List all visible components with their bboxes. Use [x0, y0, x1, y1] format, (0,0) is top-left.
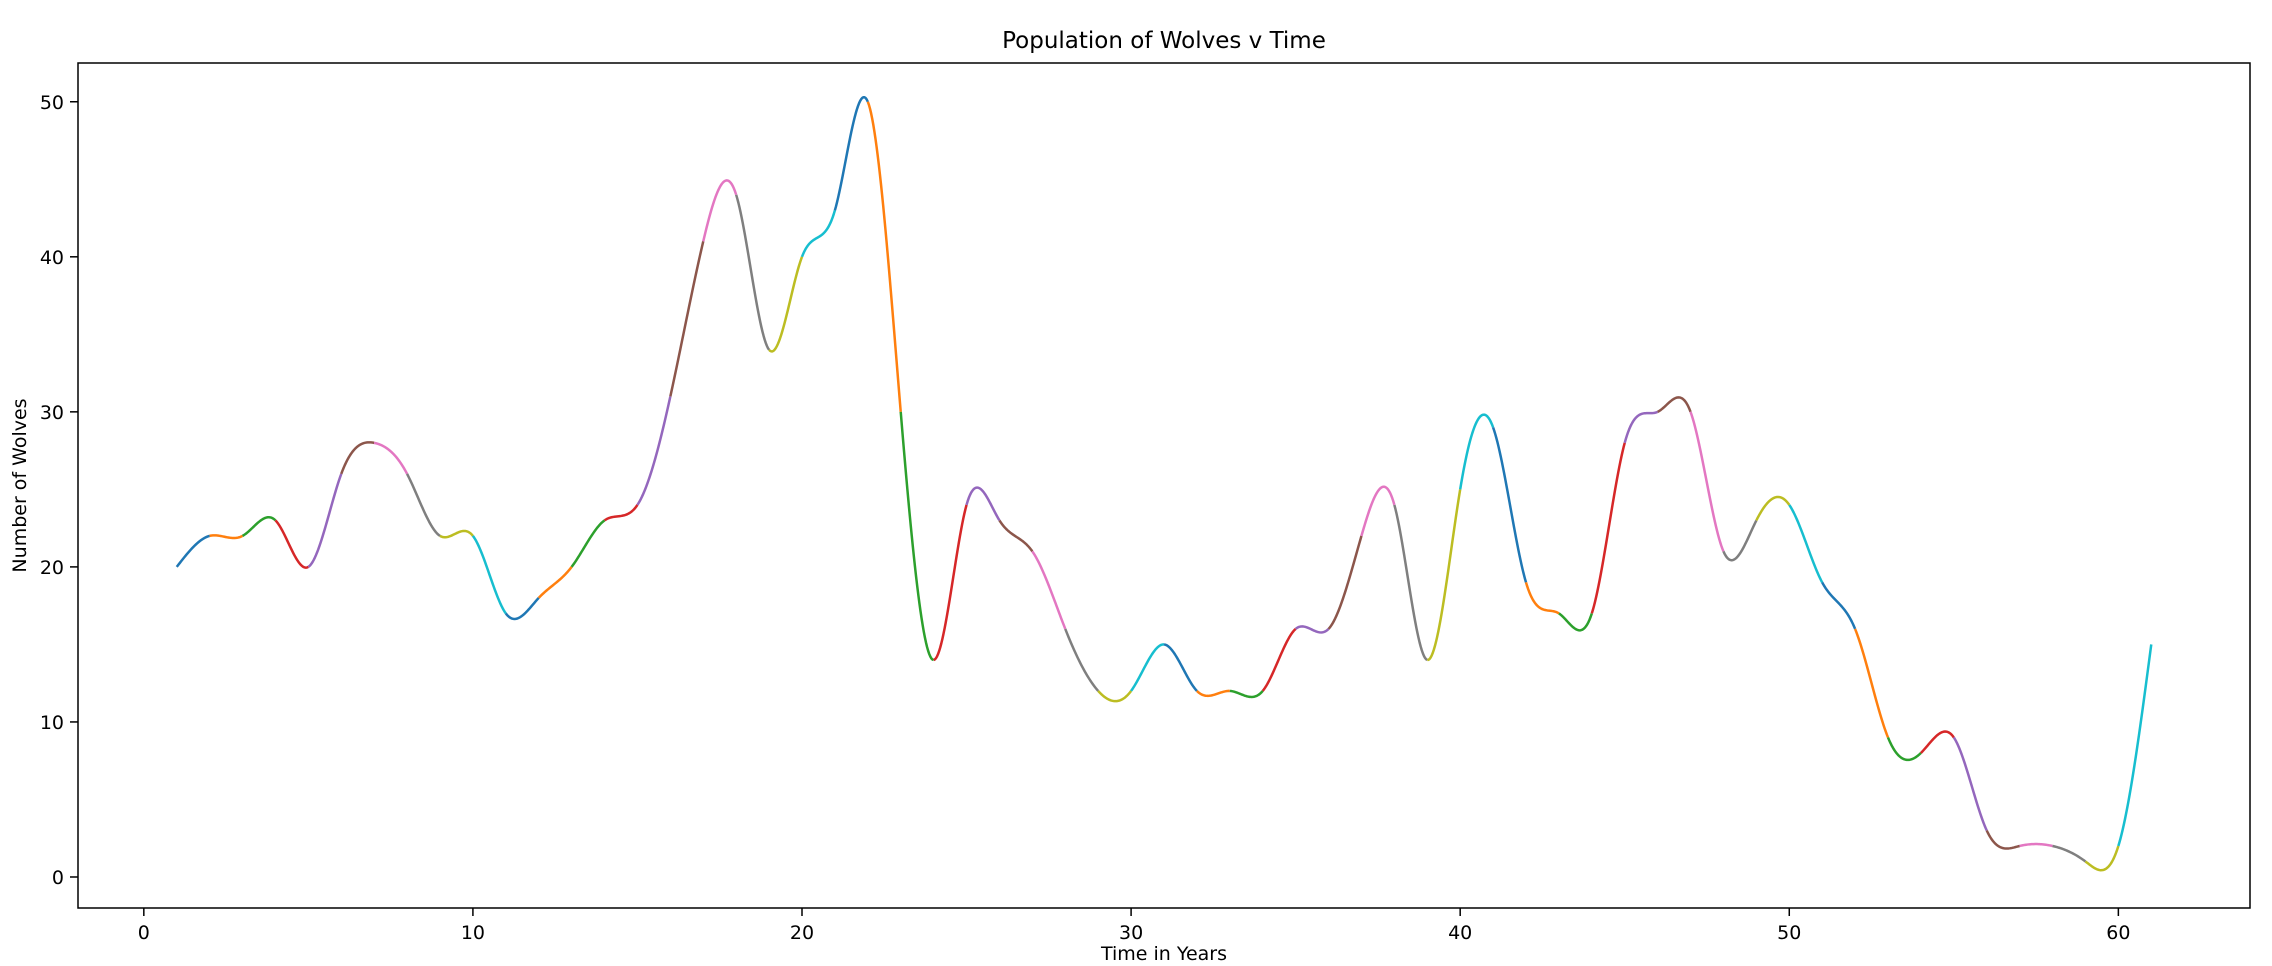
line-segment	[1920, 730, 1955, 754]
line-segment	[1294, 625, 1330, 634]
line-segment	[1722, 519, 1758, 562]
line-segment	[1196, 689, 1230, 698]
line-segment	[1393, 504, 1428, 662]
line-segment	[570, 519, 606, 568]
line-segment	[1097, 690, 1133, 703]
line-segment	[1952, 736, 1988, 831]
line-segment	[307, 473, 343, 568]
line-segment	[537, 566, 573, 599]
line-segment	[2117, 644, 2153, 847]
line-segment	[1524, 582, 1560, 615]
line-segment	[866, 101, 902, 412]
x-tick-label: 50	[1777, 922, 1801, 944]
plot-content	[175, 95, 2153, 872]
line-segment	[603, 504, 639, 522]
line-segment	[340, 441, 375, 475]
line-segment	[1031, 550, 1067, 630]
line-segment	[2084, 845, 2120, 872]
axes-frame	[77, 62, 2251, 909]
line-segment	[1689, 411, 1725, 552]
x-tick-label: 0	[138, 922, 150, 944]
line-segment	[1130, 643, 1165, 692]
line-segment	[1788, 504, 1824, 583]
line-segment	[768, 256, 804, 353]
line-segment	[899, 411, 935, 662]
line-segment	[734, 194, 771, 351]
y-axis-title: Number of Wolves	[9, 398, 31, 572]
line-segment	[1064, 628, 1100, 692]
x-tick-label: 40	[1448, 922, 1472, 944]
line-segment	[933, 504, 968, 662]
line-segment	[1623, 410, 1659, 444]
line-segment	[504, 597, 540, 621]
y-tick-label: 0	[52, 867, 64, 889]
line-segment	[2052, 844, 2087, 863]
line-segment	[636, 396, 672, 506]
line-segment	[209, 534, 244, 540]
line-segment	[669, 241, 705, 397]
line-segment	[800, 209, 837, 258]
line-segment	[1163, 643, 1198, 692]
line-segment	[1491, 426, 1528, 583]
line-segment	[1427, 489, 1462, 662]
line-segment	[1261, 628, 1297, 692]
y-tick-label: 40	[40, 247, 64, 269]
y-tick-label: 50	[40, 92, 64, 114]
x-tick-label: 30	[1119, 922, 1143, 944]
x-tick-label: 20	[790, 922, 814, 944]
line-segment	[702, 179, 738, 242]
line-segment	[1590, 442, 1626, 614]
line-segment	[373, 441, 409, 475]
line-segment	[1327, 535, 1363, 630]
chart-title: Population of Wolves v Time	[1002, 28, 1326, 54]
line-segment	[1558, 612, 1594, 632]
line-segment	[1886, 736, 1922, 762]
line-segment	[241, 515, 277, 537]
line-segment	[1755, 495, 1791, 521]
y-tick-label: 20	[40, 557, 64, 579]
line-segment	[965, 486, 1001, 522]
y-axis: 0 10 20 30 40 50	[40, 92, 78, 889]
x-axis: 0 10 20 30 40 50 60	[138, 908, 2130, 944]
line-segment	[1657, 396, 1692, 413]
x-tick-label: 60	[2106, 922, 2130, 944]
y-tick-label: 30	[40, 402, 64, 424]
line-segment	[175, 534, 210, 568]
line-segment	[1229, 689, 1264, 699]
line-segment	[2019, 842, 2053, 848]
line-segment	[1458, 413, 1495, 490]
line-segment	[471, 535, 507, 615]
line-segment	[1821, 581, 1857, 630]
y-tick-label: 10	[40, 712, 64, 734]
x-axis-title: Time in Years	[1100, 943, 1227, 965]
line-segment	[439, 529, 474, 539]
line-segment	[1853, 628, 1890, 738]
line-segment	[274, 519, 309, 569]
line-segment	[998, 519, 1034, 553]
line-segment	[1985, 829, 2020, 850]
line-segment	[405, 473, 441, 537]
line-segment	[1360, 485, 1396, 537]
x-tick-label: 10	[461, 922, 485, 944]
line-segment	[833, 95, 869, 211]
